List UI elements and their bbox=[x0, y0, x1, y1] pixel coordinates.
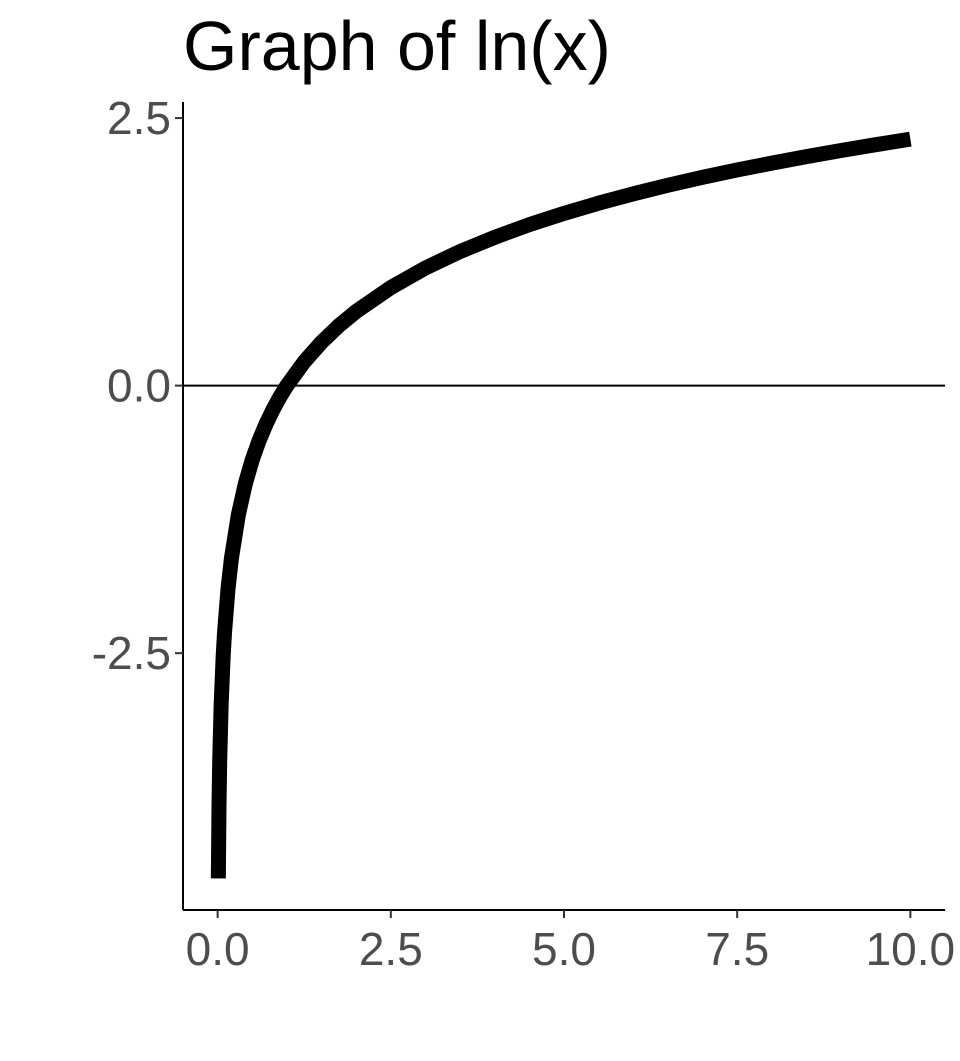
y-tick-label: -2.5 bbox=[92, 627, 171, 679]
plot-area: -2.5 0.0 2.5 0.0 2.5 5.0 7.5 10.0 bbox=[92, 92, 955, 975]
x-tick-label: 7.5 bbox=[705, 923, 769, 975]
x-tick-label: 0.0 bbox=[186, 923, 250, 975]
y-tick-label: 0.0 bbox=[107, 360, 171, 412]
chart-title: Graph of ln(x) bbox=[183, 7, 611, 85]
series-line-0 bbox=[210, 131, 912, 879]
x-tick-label: 2.5 bbox=[359, 923, 423, 975]
y-tick-label: 2.5 bbox=[107, 92, 171, 144]
x-tick-label: 10.0 bbox=[866, 923, 956, 975]
x-tick-label: 5.0 bbox=[532, 923, 596, 975]
